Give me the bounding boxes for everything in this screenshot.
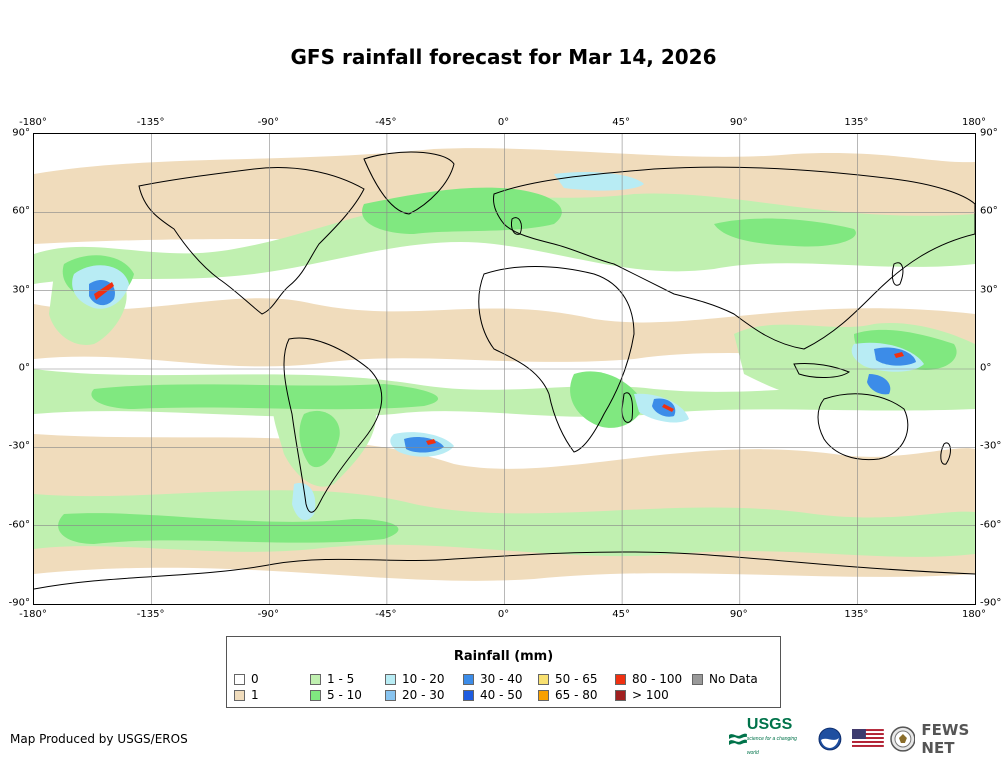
lat-label-right: 90° xyxy=(980,127,998,139)
lat-label-left: -60° xyxy=(8,519,30,531)
legend-item-3: 5 - 10 xyxy=(310,688,362,702)
legend-label: 80 - 100 xyxy=(632,672,683,686)
legend-item-12: No Data xyxy=(692,672,758,686)
legend-label: 0 xyxy=(251,672,259,686)
lon-label-top: 180° xyxy=(961,117,987,128)
legend-swatch xyxy=(234,689,245,701)
rainfall-map-canvas xyxy=(34,134,975,604)
legend-swatch xyxy=(463,689,474,701)
legend-label: 1 - 5 xyxy=(327,672,355,686)
footer-logos: USGS science for a changing world FEWS N… xyxy=(729,717,1007,757)
legend-swatch xyxy=(310,673,321,685)
legend-swatch xyxy=(463,673,474,685)
lon-label-top: -180° xyxy=(19,117,47,128)
legend-label: 20 - 30 xyxy=(402,688,445,702)
legend-label: 40 - 50 xyxy=(480,688,523,702)
usgs-tagline: science for a changing world xyxy=(746,736,797,756)
lon-label-top: 135° xyxy=(844,117,869,128)
legend-label: 1 xyxy=(251,688,259,702)
map-credit: Map Produced by USGS/EROS xyxy=(10,732,188,746)
legend-item-11: > 100 xyxy=(615,688,669,702)
legend-title: Rainfall (mm) xyxy=(453,649,554,664)
lat-label-left: 60° xyxy=(12,205,30,217)
legend-item-2: 1 - 5 xyxy=(310,672,354,686)
lon-label-bottom: 45° xyxy=(612,609,630,620)
legend-label: 5 - 10 xyxy=(327,688,362,702)
lon-label-top: 90° xyxy=(729,117,748,128)
lon-label-top: 0° xyxy=(497,117,510,128)
legend-swatch xyxy=(692,673,703,685)
lon-label-bottom: 135° xyxy=(844,609,869,620)
legend-item-6: 30 - 40 xyxy=(463,672,523,686)
lat-label-right: 30° xyxy=(980,284,998,296)
legend-label: 50 - 65 xyxy=(555,672,598,686)
lon-label-top: -135° xyxy=(136,117,165,128)
map-title: GFS rainfall forecast for Mar 14, 2026 xyxy=(290,45,717,69)
fews-net-logo: FEWS NET xyxy=(921,721,970,757)
legend-item-1: 1 xyxy=(234,688,259,702)
usgs-logo: USGS science for a changing world xyxy=(746,716,810,760)
lon-label-bottom: -45° xyxy=(375,609,397,620)
lon-label-top: -45° xyxy=(375,117,397,128)
legend-item-0: 0 xyxy=(234,672,259,686)
legend-item-10: 80 - 100 xyxy=(615,672,682,686)
lon-label-bottom: 90° xyxy=(729,609,748,620)
lon-label-top: -90° xyxy=(257,117,279,128)
coastlines xyxy=(34,151,975,590)
legend-swatch xyxy=(615,673,626,685)
lat-label-left: 30° xyxy=(12,284,30,296)
legend-swatch xyxy=(310,689,321,701)
legend-swatch xyxy=(615,689,626,701)
graticule xyxy=(34,134,975,604)
legend-swatch xyxy=(538,673,549,685)
legend-item-8: 50 - 65 xyxy=(538,672,598,686)
lat-label-right: -30° xyxy=(980,440,1002,452)
legend-label: 30 - 40 xyxy=(480,672,523,686)
legend-item-4: 10 - 20 xyxy=(385,672,445,686)
rainfall-map[interactable] xyxy=(33,133,976,605)
lat-label-right: -60° xyxy=(980,519,1002,531)
usgs-logo-text: USGS xyxy=(746,716,793,733)
lon-label-bottom: -90° xyxy=(257,609,279,620)
legend-swatch xyxy=(538,689,549,701)
lon-label-bottom: 0° xyxy=(497,609,510,620)
lon-label-bottom: 180° xyxy=(961,609,987,620)
noaa-logo-icon xyxy=(818,727,842,751)
legend-item-9: 65 - 80 xyxy=(538,688,598,702)
legend-item-5: 20 - 30 xyxy=(385,688,445,702)
lat-label-left: 90° xyxy=(12,127,30,139)
us-flag-icon xyxy=(851,729,884,749)
lon-label-bottom: -135° xyxy=(136,609,165,620)
legend-label: > 100 xyxy=(632,688,669,702)
lat-label-right: 60° xyxy=(980,205,998,217)
usgs-wave-icon xyxy=(729,733,747,745)
lat-label-left: 0° xyxy=(18,362,30,374)
lon-label-top: 45° xyxy=(612,117,630,128)
legend-swatch xyxy=(385,689,396,701)
lat-label-right: 0° xyxy=(980,362,992,374)
rainfall-legend: Rainfall (mm) 0 1 1 - 5 5 - 10 10 - 20 2… xyxy=(226,636,781,708)
legend-item-7: 40 - 50 xyxy=(463,688,523,702)
legend-label: No Data xyxy=(709,672,758,686)
lat-label-left: -30° xyxy=(8,440,30,452)
legend-swatch xyxy=(234,673,245,685)
legend-label: 10 - 20 xyxy=(402,672,445,686)
state-dept-seal-icon xyxy=(889,726,916,752)
lat-label-right: -90° xyxy=(980,597,1002,609)
lon-label-bottom: -180° xyxy=(19,609,47,620)
lat-label-left: -90° xyxy=(8,597,30,609)
legend-label: 65 - 80 xyxy=(555,688,598,702)
legend-swatch xyxy=(385,673,396,685)
